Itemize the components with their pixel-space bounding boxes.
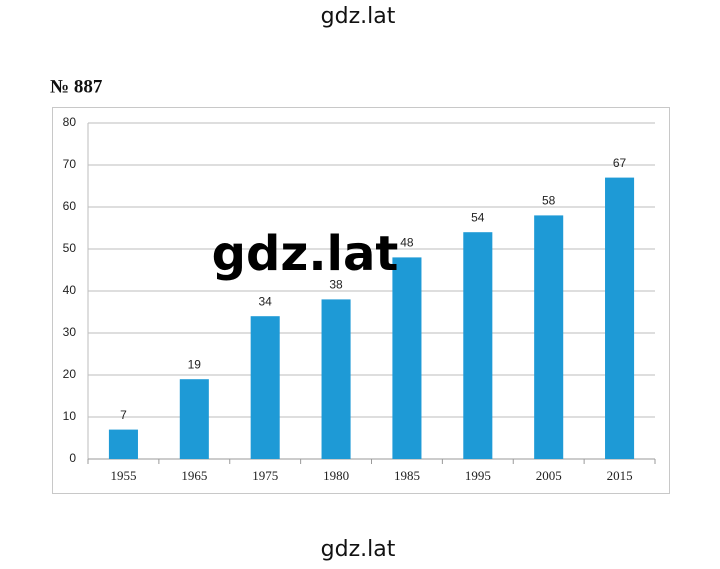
bar xyxy=(605,177,635,459)
y-tick-label: 70 xyxy=(63,157,77,171)
bar xyxy=(392,257,422,459)
x-tick-label: 2015 xyxy=(607,468,633,483)
y-tick-label: 40 xyxy=(63,283,77,297)
site-footer: gdz.lat xyxy=(321,537,396,562)
value-label: 34 xyxy=(259,294,273,308)
bar xyxy=(250,316,280,459)
x-tick-label: 1995 xyxy=(465,468,491,483)
x-tick-label: 1985 xyxy=(394,468,420,483)
plot-area: 0 10 20 30 40 50 60 70 80 1955 7 1965 19 1975 34 1980 38… xyxy=(63,115,656,483)
y-tick-label: 60 xyxy=(63,199,77,213)
y-tick-label: 20 xyxy=(63,367,77,381)
site-header: gdz.lat xyxy=(321,4,396,29)
y-tick-label: 80 xyxy=(63,115,77,129)
bar xyxy=(534,215,564,459)
value-label: 54 xyxy=(471,210,485,224)
y-tick-label: 0 xyxy=(69,451,76,465)
bar xyxy=(321,299,351,459)
bar xyxy=(463,232,493,459)
x-tick-label: 2005 xyxy=(536,468,562,483)
chart-frame xyxy=(52,107,670,494)
value-label: 67 xyxy=(613,156,627,170)
x-tick-label: 1955 xyxy=(110,468,136,483)
y-tick-label: 10 xyxy=(63,409,77,423)
x-tick-label: 1965 xyxy=(181,468,207,483)
value-label: 19 xyxy=(188,357,202,371)
bar xyxy=(108,429,138,459)
x-tick-label: 1980 xyxy=(323,468,349,483)
value-label: 48 xyxy=(400,236,414,250)
watermark: gdz.lat xyxy=(212,226,399,282)
value-label: 38 xyxy=(329,278,343,292)
y-tick-label: 30 xyxy=(63,325,77,339)
y-tick-label: 50 xyxy=(63,241,77,255)
x-tick-label: 1975 xyxy=(252,468,278,483)
value-label: 58 xyxy=(542,194,556,208)
bar xyxy=(179,379,209,459)
value-label: 7 xyxy=(120,408,127,422)
problem-number: № 887 xyxy=(50,76,103,97)
